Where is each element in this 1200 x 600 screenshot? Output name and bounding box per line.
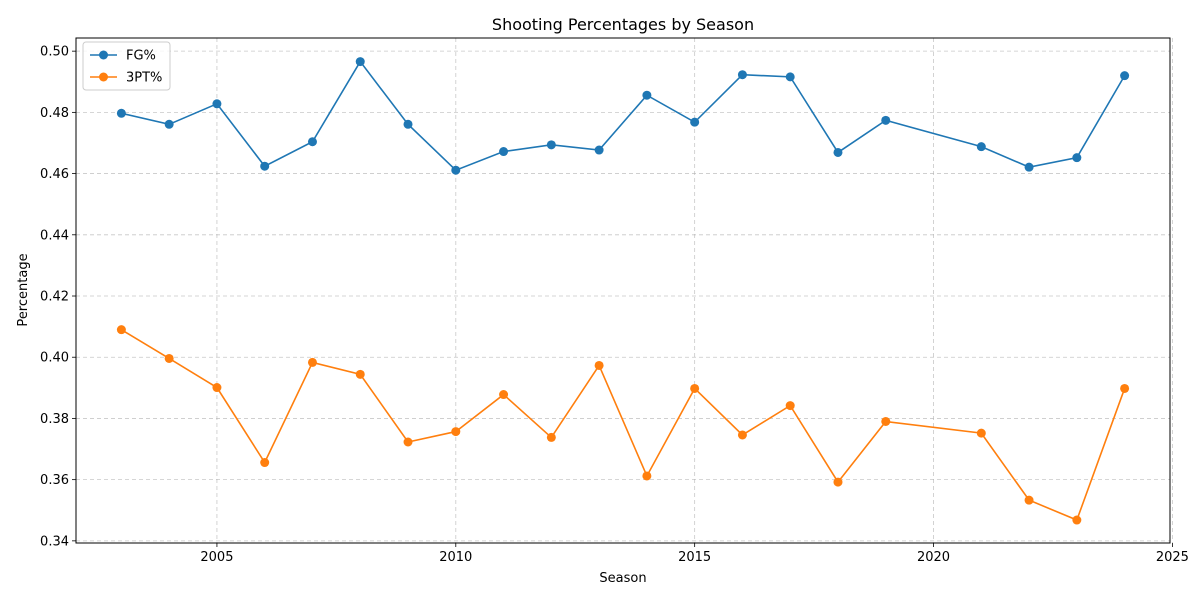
data-point-fg [1024,162,1034,172]
y-tick-label: 0.38 [40,412,69,427]
legend-3pt-label: 3PT% [126,71,162,86]
data-point-fg [594,145,604,155]
data-point-fg [260,161,270,171]
data-point-3pt [833,477,843,487]
data-point-3pt [1024,495,1034,505]
legend-3pt-swatch-marker [99,72,108,82]
data-point-3pt [116,325,126,335]
data-point-3pt [785,401,795,411]
data-point-fg [116,108,126,118]
data-point-3pt [403,437,413,447]
y-tick-label: 0.50 [40,45,69,60]
data-point-3pt [1120,383,1130,393]
x-tick-label: 2015 [678,550,711,565]
series-3pt [116,325,1130,525]
data-point-fg [833,147,843,157]
data-point-3pt [212,383,222,393]
legend-fg-label: FG% [126,49,156,64]
y-tick-label: 0.36 [40,473,69,488]
y-tick-label: 0.44 [40,228,69,243]
data-point-fg [451,165,461,175]
x-tick-label: 2020 [917,550,950,565]
x-tick-label: 2025 [1156,550,1189,565]
data-point-fg [403,119,413,129]
data-point-fg [737,70,747,80]
data-point-3pt [451,427,461,437]
data-point-fg [355,57,365,67]
y-axis-ticks: 0.34 0.36 0.38 0.40 0.42 0.44 0.46 0.48 0.50 [40,45,76,549]
data-point-fg [307,137,317,147]
y-tick-label: 0.34 [40,534,69,549]
series-line-3pt [120,328,1126,522]
data-point-fg [164,119,174,129]
y-tick-label: 0.46 [40,167,69,182]
data-point-3pt [307,357,317,367]
y-tick-label: 0.48 [40,106,69,121]
data-point-3pt [690,383,700,393]
legend-fg-swatch-marker [99,50,108,60]
y-tick-label: 0.42 [40,290,69,305]
data-point-fg [976,142,986,152]
x-tick-label: 2010 [439,550,472,565]
data-point-3pt [881,416,891,426]
data-point-3pt [355,369,365,379]
y-axis-title: Percentage [16,253,31,326]
data-point-fg [690,117,700,127]
data-point-3pt [260,458,270,468]
data-point-fg [1120,71,1130,81]
x-axis-title: Season [599,571,646,586]
data-point-3pt [546,432,556,442]
legend: FG% 3PT% [82,41,171,91]
data-point-3pt [976,428,986,438]
plot-frame [75,37,1171,544]
data-point-3pt [499,390,509,400]
data-point-3pt [737,430,747,440]
data-point-fg [499,147,509,157]
data-point-fg [546,140,556,150]
series-fg [116,57,1130,175]
y-tick-label: 0.40 [40,351,69,366]
x-tick-label: 2005 [200,550,233,565]
data-point-3pt [164,353,174,363]
series-lines [116,57,1130,525]
data-point-fg [1072,153,1082,163]
data-point-fg [212,99,222,109]
chart-title: Shooting Percentages by Season [492,15,754,34]
data-point-3pt [594,360,604,370]
grid-lines [76,38,1173,543]
data-point-fg [881,115,891,125]
data-point-fg [785,72,795,82]
data-point-3pt [1072,515,1082,525]
series-line-fg [121,60,1126,172]
data-point-fg [642,90,652,100]
x-axis-ticks: 2005 2010 2015 2020 2025 [200,543,1189,565]
data-point-3pt [642,471,652,481]
